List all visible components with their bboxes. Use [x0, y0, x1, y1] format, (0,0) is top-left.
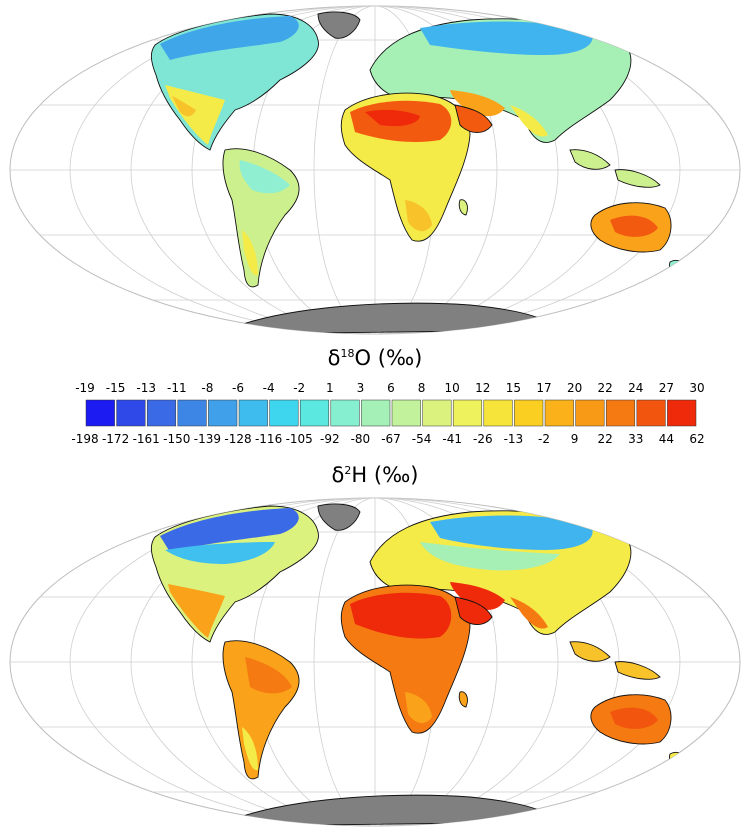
legend-swatch [146, 399, 177, 427]
legend-swatch [299, 399, 330, 427]
legend-swatch [391, 399, 421, 427]
legend-swatch [544, 399, 574, 427]
legend-swatch [361, 399, 391, 427]
legend-h2-label: -161 [133, 432, 160, 446]
legend-o18-label: -19 [75, 381, 95, 395]
title-h2-mass: 2 [344, 464, 352, 477]
legend-h2-label: -172 [102, 432, 129, 446]
legend-swatch [85, 399, 115, 427]
delta-o18-world-map [9, 5, 741, 335]
legend-h2-label: -80 [351, 432, 371, 446]
legend-o18-label: 17 [536, 381, 551, 395]
legend-h2-label: -54 [412, 432, 432, 446]
legend-o18-label: -15 [106, 381, 126, 395]
legend-h2-label: 9 [571, 432, 579, 446]
legend-h2-label: -198 [71, 432, 98, 446]
legend-swatch [177, 399, 207, 427]
color-legend: -19 -15 -13 -11 -8 -6 -4 -2 1 3 6 8 10 12 15 17 20 22 24 27… [71, 381, 704, 446]
legend-swatch [667, 399, 697, 427]
legend-o18-label: 20 [567, 381, 582, 395]
legend-h2-label: 62 [689, 432, 704, 446]
legend-o18-label: 30 [689, 381, 704, 395]
legend-h2-label: -139 [194, 432, 221, 446]
legend-o18-label: -4 [263, 381, 275, 395]
delta-o18-title: δ18O (‰) [0, 346, 750, 370]
legend-h2-label: -41 [442, 432, 462, 446]
legend-o18-label: 12 [475, 381, 490, 395]
legend-o18-label: 24 [628, 381, 643, 395]
legend-h2-label: -67 [381, 432, 401, 446]
title-o18-unit: (‰) [377, 346, 423, 370]
title-o18-mass: 18 [340, 347, 355, 360]
legend-h2-label: -92 [320, 432, 340, 446]
legend-swatch [422, 399, 452, 427]
legend-swatch [208, 399, 238, 427]
legend-o18-label: 22 [598, 381, 613, 395]
legend-h2-label: -13 [504, 432, 524, 446]
legend-h2-label: -26 [473, 432, 493, 446]
legend-o18-label: -2 [293, 381, 305, 395]
legend-h2-label: -116 [255, 432, 282, 446]
legend-swatch [514, 399, 544, 427]
legend-swatch [452, 399, 483, 427]
legend-swatch [238, 399, 268, 427]
legend-o18-label: 15 [506, 381, 521, 395]
legend-h2-label: 22 [598, 432, 613, 446]
title-h2-element: H [351, 463, 368, 487]
title-o18-symbol: δ [327, 346, 341, 370]
legend-swatch [330, 399, 360, 427]
legend-h2-label: -128 [224, 432, 251, 446]
legend-h2-label: 44 [659, 432, 674, 446]
legend-o18-label: -13 [136, 381, 156, 395]
legend-o18-label: -11 [167, 381, 187, 395]
continents [150, 11, 683, 334]
legend-o18-label: 10 [445, 381, 460, 395]
legend-o18-label: 8 [418, 381, 426, 395]
title-h2-symbol: δ [331, 463, 345, 487]
legend-o18-label: -8 [201, 381, 213, 395]
delta-h2-title: δ2H (‰) [0, 463, 750, 487]
legend-h2-label: -150 [163, 432, 190, 446]
legend-o18-label: 1 [326, 381, 334, 395]
greenland [317, 503, 361, 531]
legend-swatch [636, 399, 666, 427]
legend-o18-label: 3 [357, 381, 365, 395]
legend-o18-label: -6 [232, 381, 244, 395]
greenland [317, 11, 361, 39]
legend-h2-label: 33 [628, 432, 643, 446]
legend-swatch [483, 399, 513, 427]
legend-o18-label: 27 [659, 381, 674, 395]
delta-h2-world-map [9, 497, 741, 827]
legend-o18-label: 6 [387, 381, 395, 395]
legend-h2-label: -105 [286, 432, 313, 446]
legend-h2-label: -2 [538, 432, 550, 446]
title-h2-unit: (‰) [373, 463, 419, 487]
title-o18-element: O [354, 346, 372, 370]
legend-swatch [269, 399, 299, 427]
continents [150, 503, 683, 826]
legend-swatch [605, 399, 636, 427]
legend-swatch [575, 399, 605, 427]
legend-swatch [116, 399, 146, 427]
